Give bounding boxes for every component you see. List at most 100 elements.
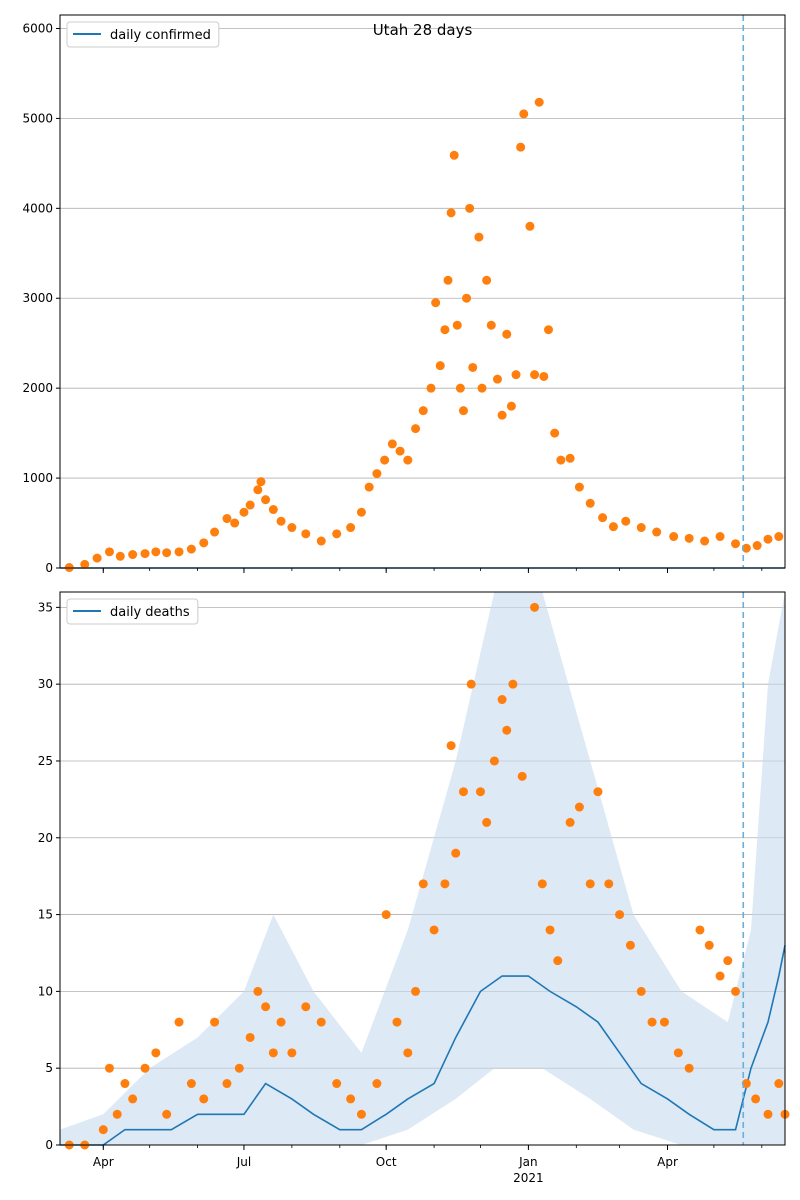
deaths-series — [60, 592, 790, 1150]
data-point — [372, 469, 382, 479]
data-point — [502, 329, 512, 339]
data-point — [466, 679, 476, 689]
data-point — [482, 817, 492, 827]
legend-label: daily confirmed — [110, 28, 211, 43]
data-point — [253, 485, 263, 495]
data-point — [128, 1094, 138, 1104]
data-point — [585, 498, 595, 508]
data-point — [387, 439, 397, 449]
data-point — [128, 550, 138, 560]
data-point — [210, 1017, 220, 1027]
data-point — [120, 1079, 130, 1089]
data-point — [151, 1048, 161, 1058]
data-point — [403, 1048, 413, 1058]
data-point — [356, 1109, 366, 1119]
data-point — [517, 771, 527, 781]
deaths-panel: 0 5 10 15 20 25 30 35 Apr Jul Oct Jan 2021 Apr daily … — [38, 591, 790, 1185]
data-point — [556, 455, 566, 465]
data-point — [346, 523, 356, 533]
legend-label: daily deaths — [110, 605, 190, 620]
data-point — [468, 362, 478, 372]
data-point — [673, 1048, 683, 1058]
data-point — [477, 383, 487, 393]
data-point — [684, 1063, 694, 1073]
data-point — [403, 455, 413, 465]
data-point — [115, 551, 125, 561]
data-point — [455, 383, 465, 393]
data-point — [647, 1017, 657, 1027]
data-point — [741, 1079, 751, 1089]
data-point — [550, 428, 560, 438]
confirmed-ticks: 0 1000 2000 3000 4000 5000 6000 — [22, 21, 763, 575]
data-point — [418, 879, 428, 889]
data-point — [669, 532, 679, 542]
data-point — [162, 548, 172, 558]
data-point — [752, 541, 762, 551]
data-point — [774, 532, 784, 542]
confirmed-legend: daily confirmed — [66, 21, 220, 48]
data-point — [411, 986, 421, 996]
y-tick-label: 0 — [45, 561, 53, 575]
data-point — [598, 513, 608, 523]
y-tick-label: 4000 — [22, 201, 53, 215]
data-point — [741, 543, 751, 553]
y-tick-label: 5000 — [22, 111, 53, 125]
data-point — [276, 516, 286, 526]
data-point — [574, 802, 584, 812]
data-point — [440, 879, 450, 889]
data-point — [585, 879, 595, 889]
data-point — [364, 482, 374, 492]
data-point — [545, 925, 555, 935]
data-point — [449, 150, 459, 160]
y-tick-label: 0 — [45, 1138, 53, 1152]
data-point — [440, 325, 450, 335]
y-tick-label: 1000 — [22, 471, 53, 485]
y-tick-label: 15 — [38, 908, 53, 922]
data-point — [301, 529, 311, 539]
data-point — [452, 320, 462, 330]
data-point — [372, 1079, 382, 1089]
data-point — [446, 208, 456, 218]
data-point — [332, 529, 342, 539]
confirmed-panel: 0 1000 2000 3000 4000 5000 6000 Utah 28 days d… — [22, 14, 786, 575]
y-tick-label: 10 — [38, 984, 53, 998]
data-point — [475, 787, 485, 797]
y-tick-label: 25 — [38, 754, 53, 768]
data-point — [80, 559, 90, 569]
data-point — [174, 1017, 184, 1027]
data-point — [222, 514, 232, 524]
data-point — [98, 1125, 108, 1135]
data-point — [659, 1017, 669, 1027]
data-point — [332, 1079, 342, 1089]
legend-box — [66, 598, 199, 625]
data-point — [443, 275, 453, 285]
uncertainty-band — [60, 592, 785, 1145]
data-point — [104, 547, 114, 557]
data-point — [751, 1094, 761, 1104]
data-point — [516, 142, 526, 152]
data-point — [234, 1063, 244, 1073]
data-point — [530, 602, 540, 612]
data-point — [497, 410, 507, 420]
data-point — [316, 536, 326, 546]
y-tick-label: 2000 — [22, 381, 53, 395]
data-point — [553, 956, 563, 966]
data-point — [615, 910, 625, 920]
data-point — [492, 374, 502, 384]
data-point — [316, 1017, 326, 1027]
data-point — [429, 925, 439, 935]
x-tick-label: Jul — [236, 1155, 251, 1169]
data-point — [301, 1002, 311, 1012]
data-point — [539, 371, 549, 381]
data-point — [465, 203, 475, 213]
data-point — [723, 956, 733, 966]
y-tick-label: 6000 — [22, 21, 53, 35]
data-point — [486, 320, 496, 330]
data-point — [392, 1017, 402, 1027]
data-point — [162, 1109, 172, 1119]
data-point — [222, 1079, 232, 1089]
data-point — [506, 401, 516, 411]
data-point — [652, 527, 662, 537]
data-point — [636, 986, 646, 996]
